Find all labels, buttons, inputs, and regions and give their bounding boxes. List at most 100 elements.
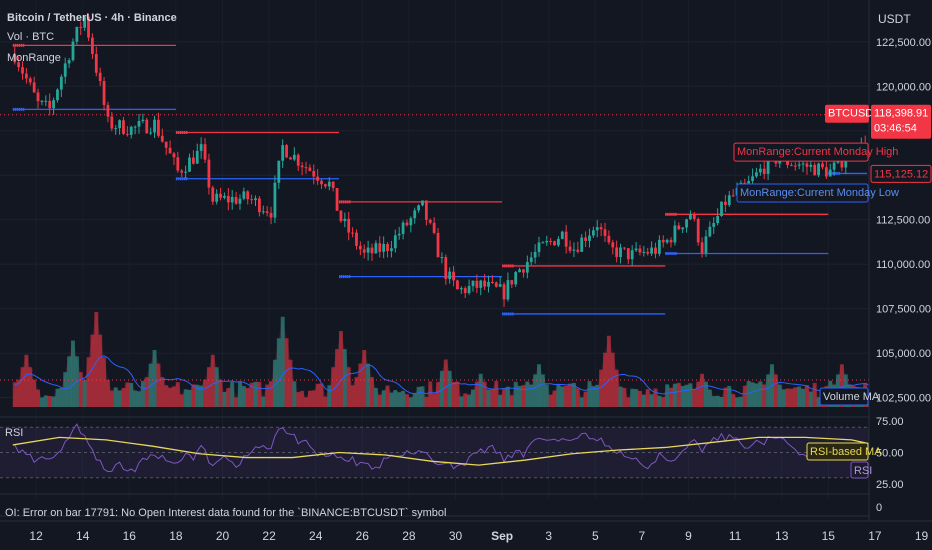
volume-bar (839, 364, 844, 407)
candle-body (168, 147, 172, 154)
monday-low-marker (512, 312, 514, 316)
candle-body (657, 239, 661, 254)
rsi-pane-title[interactable]: RSI (5, 427, 24, 439)
candle-body (646, 251, 650, 254)
candle-body (149, 132, 153, 134)
candle-body (708, 226, 712, 237)
candle-body (160, 135, 164, 142)
volume-bar (653, 388, 658, 407)
candle-body (533, 251, 537, 258)
candle-body (588, 235, 591, 241)
time-axis-bg (0, 521, 932, 550)
candle-body (316, 176, 320, 181)
candle-body (157, 119, 160, 136)
volume-bar (144, 377, 149, 407)
symbol-title[interactable]: Bitcoin / TetherUS · 4h · Binance (7, 12, 177, 24)
volume-ma-path (14, 355, 912, 395)
candle-body (634, 248, 638, 251)
current-symbol-tag-box (825, 104, 869, 123)
volume-bar (517, 385, 522, 407)
volume-bar (109, 390, 114, 407)
monday-high-marker (181, 131, 184, 135)
candle-body (382, 244, 386, 252)
candle-body (36, 92, 40, 102)
volume-legend[interactable]: Vol · BTC (7, 31, 55, 43)
candle-body (17, 62, 21, 68)
volume-bar (261, 396, 266, 407)
volume-bar (626, 397, 631, 407)
candle-body (172, 153, 176, 158)
candle-body (479, 280, 483, 288)
volume-bar (354, 377, 359, 407)
volume-bar (463, 393, 468, 407)
candle-body (557, 238, 560, 246)
candle-body (79, 26, 83, 28)
candle-body (844, 159, 848, 168)
candlestick-series (13, 13, 914, 307)
candle-body (254, 198, 257, 201)
candle-body (510, 280, 514, 285)
monday-low-marker (339, 275, 341, 279)
volume-bar (645, 388, 650, 407)
candle-body (331, 181, 335, 189)
volume-bar (797, 386, 802, 407)
candle-body (374, 243, 378, 254)
candle-body (234, 196, 238, 204)
volume-bar (164, 385, 169, 407)
monday-high-label-text: MonRange:Current Monday High (737, 146, 898, 158)
candle-body (824, 167, 828, 177)
candle-body (339, 210, 343, 222)
volume-bar (152, 350, 157, 407)
time-tick-label: 7 (639, 529, 646, 543)
volume-bar (319, 383, 324, 407)
volume-bar (366, 363, 371, 407)
volume-bar (816, 397, 821, 407)
volume-bar (700, 373, 705, 407)
candle-body (203, 144, 207, 160)
candle-body (273, 182, 277, 218)
time-tick-label: 26 (356, 529, 370, 543)
candle-body (615, 247, 619, 258)
candle-body (584, 237, 587, 241)
volume-bar (634, 389, 639, 407)
volume-bar (676, 382, 681, 407)
candle-body (424, 200, 428, 220)
monday-low-marker (181, 177, 184, 181)
volume-bar (245, 388, 250, 407)
volume-bar (187, 389, 192, 407)
volume-bar (12, 382, 17, 407)
volume-bar (342, 349, 347, 407)
volume-bar (191, 384, 196, 407)
volume-bar (661, 397, 666, 407)
volume-bar (758, 381, 763, 407)
volume-bar (622, 387, 627, 407)
volume-bar (723, 387, 728, 407)
volume-bar (265, 384, 270, 407)
candle-body (428, 219, 432, 223)
volume-bar (711, 396, 716, 407)
candle-body (184, 171, 188, 173)
time-tick-label: 13 (775, 529, 789, 543)
candle-body (452, 271, 455, 281)
volume-bar (370, 377, 375, 407)
candle-body (327, 181, 331, 187)
monrange-legend[interactable]: MonRange (7, 52, 61, 64)
monday-low-marker (175, 177, 178, 181)
candle-body (393, 235, 397, 249)
monday-low-marker (185, 177, 188, 181)
candle-body (320, 180, 323, 185)
volume-bar (665, 384, 670, 407)
candle-body (762, 168, 766, 174)
candle-body (681, 227, 685, 230)
volume-bar (90, 334, 95, 407)
candle-body (704, 236, 708, 253)
candle-body (230, 196, 234, 203)
volume-bar (424, 396, 429, 407)
candle-body (52, 100, 55, 109)
candle-body (417, 205, 421, 211)
candle-body (790, 164, 793, 166)
candle-body (250, 199, 254, 201)
candle-body (595, 227, 599, 231)
volume-bar (377, 394, 382, 407)
